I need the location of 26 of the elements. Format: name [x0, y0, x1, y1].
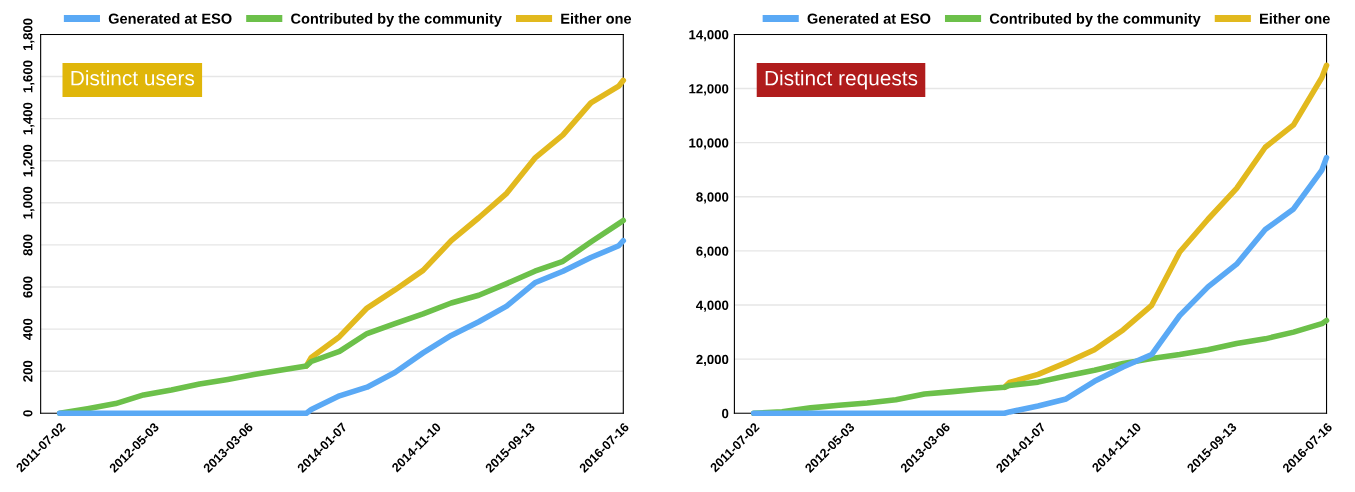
y-tick-label: 800: [23, 234, 33, 256]
y-tick-label: 0: [722, 408, 729, 419]
y-tick-label: 10,000: [689, 138, 729, 150]
text: Distinct users: [71, 70, 195, 86]
legend-label: Contributed by the community: [291, 13, 502, 27]
y-tick-label: 0: [23, 410, 33, 417]
y-tick-label: 8,000: [696, 192, 729, 204]
legend-label: Either one: [1260, 13, 1330, 24]
y-tick-label: 600: [23, 276, 33, 298]
y-tick-label: 1,800: [23, 18, 35, 51]
y-tick-label: 4,000: [696, 300, 729, 312]
legend-label: Generated at ESO: [108, 13, 232, 24]
y-tick-label: 12,000: [689, 84, 729, 96]
y-tick-label: 14,000: [689, 30, 729, 42]
y-tick-label: 2,000: [696, 354, 729, 366]
y-tick-label: 200: [23, 360, 33, 382]
y-tick-label: 1,400: [23, 102, 35, 135]
text: Distinct requests: [765, 70, 918, 90]
legend-label: Either one: [561, 13, 632, 24]
y-tick-label: 400: [23, 318, 33, 340]
y-tick-label: 1,600: [23, 60, 35, 93]
y-tick-label: 1,200: [23, 144, 35, 177]
y-tick-label: 6,000: [696, 246, 729, 258]
legend-label: Generated at ESO: [807, 13, 931, 24]
legend-label: Contributed by the community: [989, 13, 1201, 27]
y-tick-label: 1,000: [23, 186, 35, 219]
